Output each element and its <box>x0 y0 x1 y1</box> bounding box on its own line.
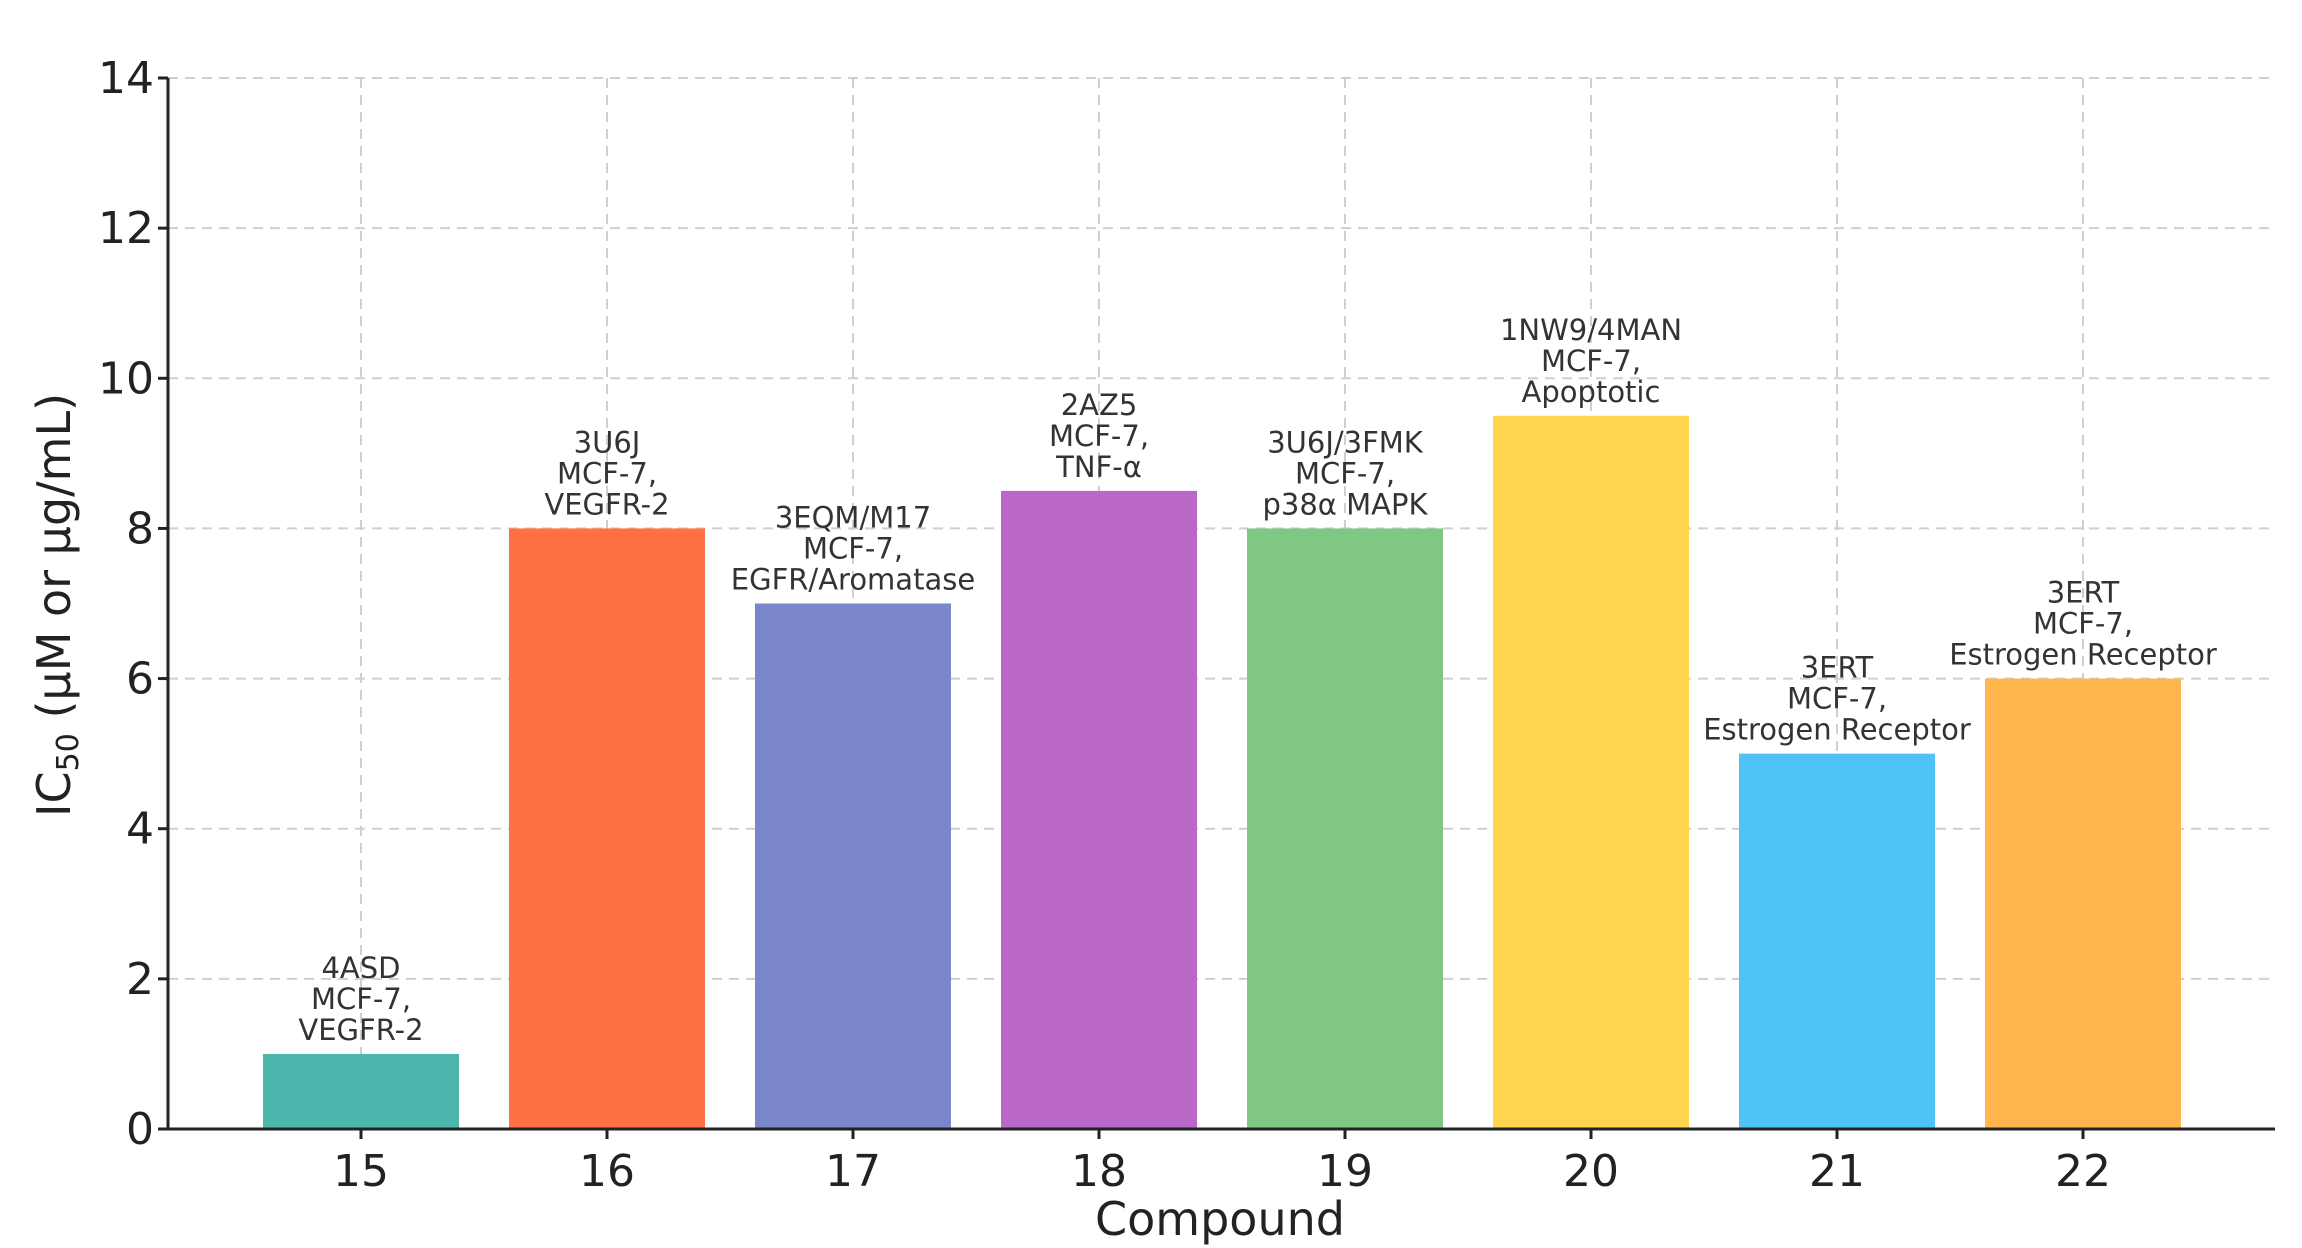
bar-annotation-line: p38α MAPK <box>1262 487 1428 521</box>
bar-annotation-line: TNF-α <box>1055 450 1142 484</box>
x-tick-label: 17 <box>825 1146 881 1197</box>
bar-compound-20 <box>1493 415 1689 1130</box>
grid-lines <box>168 77 2275 1130</box>
bar-annotation-line: MCF-7, <box>1787 682 1887 716</box>
bar-annotation-line: MCF-7, <box>803 532 903 566</box>
bar-compound-22 <box>1985 678 2181 1129</box>
y-axis-title-main: IC <box>27 771 81 817</box>
bar-annotation-line: MCF-7, <box>2033 607 2133 641</box>
y-axis-title: IC50 (µM or µg/mL) <box>27 393 86 817</box>
axes <box>158 76 2275 1139</box>
bar-annotation-line: MCF-7, <box>311 982 411 1016</box>
bar-annotation-19: 3U6J/3FMK MCF-7, p38α MAPK <box>1262 425 1428 521</box>
x-tick-label: 15 <box>333 1146 389 1197</box>
bar-annotation-line: VEGFR-2 <box>544 487 669 521</box>
x-tick-label: 19 <box>1317 1146 1373 1197</box>
y-tick-label: 12 <box>98 203 154 254</box>
bar-compound-15 <box>263 1053 459 1129</box>
bar-annotation-line: VEGFR-2 <box>298 1013 423 1047</box>
bar-annotation-line: Apoptotic <box>1522 375 1661 409</box>
bar-annotation-line: MCF-7, <box>1541 344 1641 378</box>
x-tick-label: 21 <box>1809 1146 1865 1197</box>
y-tick-label: 14 <box>98 53 154 104</box>
bar-annotation-18: 2AZ5 MCF-7, TNF-α <box>1049 388 1149 484</box>
bar-compound-16 <box>509 528 705 1129</box>
y-tick-label: 10 <box>98 353 154 404</box>
bar-annotation-16: 3U6J MCF-7, VEGFR-2 <box>544 425 669 521</box>
bar-annotation-line: Estrogen Receptor <box>1949 638 2217 672</box>
y-tick-label: 8 <box>126 503 154 554</box>
bar-compound-19 <box>1247 528 1443 1129</box>
bars <box>263 415 2181 1130</box>
bar-annotation-line: 2AZ5 <box>1061 388 1138 422</box>
bar-annotation-15: 4ASD MCF-7, VEGFR-2 <box>298 951 423 1047</box>
x-tick-label: 22 <box>2055 1146 2111 1197</box>
bar-compound-18 <box>1001 490 1197 1130</box>
bar-annotation-line: 4ASD <box>321 951 400 985</box>
bar-annotation-20: 1NW9/4MAN MCF-7, Apoptotic <box>1500 313 1682 409</box>
x-axis-title: Compound <box>1095 1192 1345 1246</box>
y-tick-label: 0 <box>126 1104 154 1155</box>
bar-annotation-line: 3ERT <box>2047 576 2120 610</box>
y-axis-title-subscript: 50 <box>51 733 86 771</box>
bar-annotation-line: 3EQM/M17 <box>775 501 931 535</box>
bar-annotation-line: 3U6J <box>574 425 641 459</box>
y-tick-label: 6 <box>126 654 154 705</box>
y-tick-label: 4 <box>126 804 154 855</box>
y-tick-labels: 0 2 4 6 8 10 12 14 <box>98 53 154 1155</box>
bar-annotation-21: 3ERT MCF-7, Estrogen Receptor <box>1703 651 1971 747</box>
bar-annotation-line: MCF-7, <box>557 456 657 490</box>
bar-compound-21 <box>1739 753 1935 1129</box>
bar-annotation-22: 3ERT MCF-7, Estrogen Receptor <box>1949 576 2217 672</box>
y-axis-title-rest: (µM or µg/mL) <box>27 393 81 733</box>
bar-compound-17 <box>755 603 951 1129</box>
bar-annotation-line: MCF-7, <box>1049 419 1149 453</box>
x-tick-label: 20 <box>1563 1146 1619 1197</box>
bar-annotation-17: 3EQM/M17 MCF-7, EGFR/Aromatase <box>731 501 975 597</box>
x-tick-labels: 15 16 17 18 19 20 21 22 <box>333 1146 2111 1197</box>
x-tick-label: 18 <box>1071 1146 1127 1197</box>
bar-annotation-line: EGFR/Aromatase <box>731 563 975 597</box>
bar-annotation-line: Estrogen Receptor <box>1703 713 1971 747</box>
bar-annotation-line: 1NW9/4MAN <box>1500 313 1682 347</box>
bar-annotation-line: 3U6J/3FMK <box>1267 425 1424 459</box>
x-tick-label: 16 <box>579 1146 635 1197</box>
bar-annotation-line: MCF-7, <box>1295 456 1395 490</box>
y-tick-label: 2 <box>126 954 154 1005</box>
bar-annotation-line: 3ERT <box>1801 651 1874 685</box>
